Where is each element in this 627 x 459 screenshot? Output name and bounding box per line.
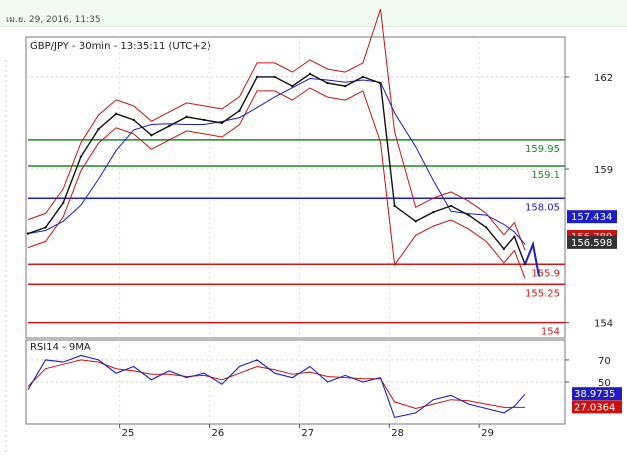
price-tag <box>567 235 617 249</box>
price-point <box>291 84 294 88</box>
upper-band <box>27 8 526 251</box>
x-tick-label: 29 <box>481 428 494 439</box>
price-point <box>485 226 488 229</box>
price-tag-label: 157.434 <box>571 212 612 223</box>
rsi-tick-label: 70 <box>598 356 611 367</box>
price-panel-frame <box>25 36 566 339</box>
price-line <box>27 73 526 265</box>
price-point <box>432 210 435 214</box>
price-point <box>220 121 224 125</box>
level-label: 158.05 <box>525 202 560 213</box>
lower-band <box>27 87 526 279</box>
price-chart-title: GBP/JPY - 30min - 13:35:11 (UTC+2) <box>30 41 211 52</box>
level-label: 154 <box>541 327 560 338</box>
rsi-panel-frame <box>25 339 566 425</box>
price-point <box>44 226 47 229</box>
price-point <box>414 220 417 223</box>
price-point <box>62 201 65 205</box>
support-resistance-levels: 159.95 159.1 158.05 155.9 155.25 154 <box>28 139 565 338</box>
price-point <box>167 124 171 128</box>
level-label: 159.1 <box>531 170 560 181</box>
x-tick-label: 28 <box>391 428 404 439</box>
header-datetime: เม.ย. 29, 2016, 11:35 <box>6 15 101 25</box>
price-series <box>26 72 540 277</box>
price-point <box>379 81 382 85</box>
bollinger-bands <box>27 8 526 279</box>
rsi-line <box>27 354 526 419</box>
level-label: 159.95 <box>525 144 560 155</box>
price-point <box>502 247 506 251</box>
rsi-tick-label: 50 <box>598 378 611 389</box>
price-point <box>273 75 276 79</box>
rsi-tags: 38.9735 27.0364 <box>572 387 622 414</box>
price-point <box>255 75 259 79</box>
price-point <box>393 204 396 208</box>
rsi-series <box>27 354 526 419</box>
price-point <box>185 115 188 119</box>
price-point <box>467 213 470 217</box>
x-tick-label: 25 <box>122 428 135 439</box>
price-point <box>26 232 30 235</box>
price-point <box>114 112 118 115</box>
price-point <box>344 84 347 88</box>
price-axis-ticks: 154 159 162 <box>565 73 613 330</box>
moving-average <box>27 77 526 245</box>
y-tick-label: 159 <box>594 165 613 176</box>
rsi-axis-ticks: 50 70 <box>565 356 611 389</box>
rsi-title: RSI14 - 9MA <box>30 342 91 353</box>
price-tag <box>567 210 617 224</box>
date-header-bar: เม.ย. 29, 2016, 11:35 <box>0 0 627 27</box>
price-point <box>132 118 135 122</box>
rsi-tag-label: 38.9735 <box>574 389 615 400</box>
price-point <box>238 109 241 112</box>
x-axis-ticks: 25 26 27 28 29 <box>119 424 494 439</box>
price-point <box>326 81 329 85</box>
level-label: 155.25 <box>525 288 560 299</box>
rsi-ma-line <box>27 359 525 410</box>
level-label: 155.9 <box>531 268 560 279</box>
price-point <box>97 127 100 131</box>
price-tag-label: 156.598 <box>571 238 612 249</box>
x-tick-label: 27 <box>301 428 314 439</box>
rsi-tag-label: 27.0364 <box>574 402 615 413</box>
price-point <box>203 118 206 122</box>
price-point <box>361 75 365 79</box>
y-tick-label: 154 <box>594 319 613 330</box>
rsi-tag <box>572 400 622 414</box>
price-point <box>513 235 516 238</box>
price-point <box>150 134 153 137</box>
x-tick-label: 26 <box>212 428 225 439</box>
price-point <box>308 72 312 76</box>
price-point <box>79 155 83 158</box>
y-tick-label: 162 <box>594 73 613 84</box>
projection-arrow <box>524 240 540 277</box>
price-point <box>449 204 453 208</box>
rsi-tag <box>572 387 622 401</box>
